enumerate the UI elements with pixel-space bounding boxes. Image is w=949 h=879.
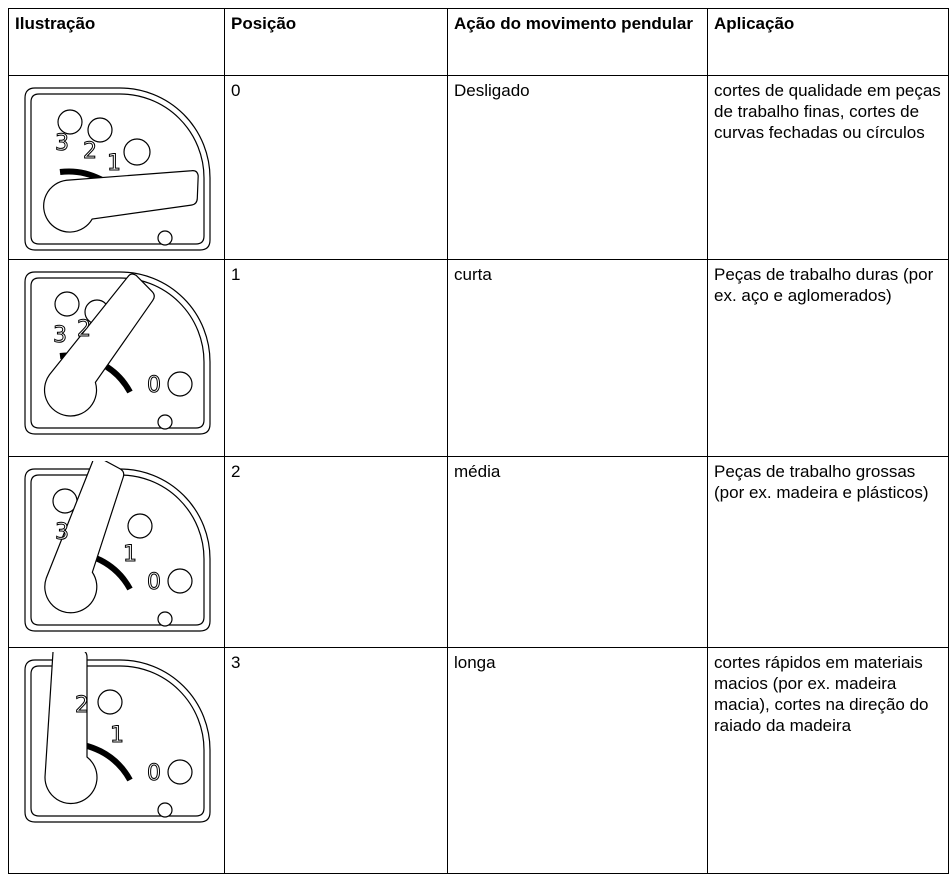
dial-hole: [167, 371, 193, 397]
dial-label: 2: [83, 139, 97, 164]
dial-outline: [24, 271, 211, 435]
dial-body: [24, 659, 211, 823]
position-cell: 3: [224, 647, 448, 874]
dial-label: 3: [55, 520, 69, 545]
dial-hole: [157, 230, 173, 246]
dial-outline: [24, 87, 211, 251]
dial-hole: [127, 513, 153, 539]
dial-lever: [44, 652, 98, 805]
dial-label: 0: [147, 373, 161, 398]
header-cell: Ação do movimento pendular: [447, 8, 708, 76]
dial-label: 1: [110, 723, 124, 748]
dial-hole: [157, 802, 173, 818]
lever-shape: [44, 461, 125, 614]
dial-hole: [167, 759, 193, 785]
application-cell: cortes de qualidade em peças de trabalho…: [707, 75, 949, 260]
dial-illustration: 3 10: [24, 461, 211, 632]
application-cell: cortes rápidos em materiais macios (por …: [707, 647, 949, 874]
table-row: 3 1 0 2 média Peças de trabalho grossas (por …: [8, 456, 949, 648]
position-cell: 1: [224, 259, 448, 457]
table-row: 2 1 0 3 longa cortes rápidos em materiais mac…: [8, 647, 949, 874]
dial-outline: [24, 659, 211, 823]
application-cell: Peças de trabalho grossas (por ex. madei…: [707, 456, 949, 648]
dial-hole: [157, 414, 173, 430]
action-cell: longa: [447, 647, 708, 874]
action-cell: média: [447, 456, 708, 648]
dial-inner-outline: [30, 277, 205, 429]
header-cell: Aplicação: [707, 8, 949, 76]
header-cell: Ilustração: [8, 8, 225, 76]
dial-lever: [43, 273, 155, 417]
application-cell: Peças de trabalho duras (por ex. aço e a…: [707, 259, 949, 457]
dial-inner-outline: [30, 474, 205, 626]
dial-label: 2: [75, 693, 89, 718]
dial-label: 1: [107, 151, 121, 176]
header-row: Ilustração Posição Ação do movimento pen…: [8, 8, 949, 76]
action-cell: curta: [447, 259, 708, 457]
dial-label: 2: [77, 317, 91, 342]
dial-hole: [97, 689, 123, 715]
dial-body: [24, 271, 211, 435]
dial-label: 0: [147, 570, 161, 595]
dial-label: 1: [123, 542, 137, 567]
dial-hole: [123, 138, 151, 166]
table-row: 3 2 1 0 Desligado cortes de qualidade em peça…: [8, 75, 949, 260]
lever-shape: [43, 273, 155, 417]
dial-label: 0: [147, 761, 161, 786]
header-cell: Posição: [224, 8, 448, 76]
position-table: Ilustração Posição Ação do movimento pen…: [8, 8, 949, 874]
dial-illustration: 210: [24, 652, 211, 823]
dial-hole: [87, 117, 113, 143]
position-cell: 0: [224, 75, 448, 260]
action-cell: Desligado: [447, 75, 708, 260]
dial-inner-outline: [30, 93, 205, 245]
dial-hole: [57, 109, 83, 135]
dial-hole: [167, 568, 193, 594]
table-row: 3 2 0 1 curta Peças de trabalho duras (por ex…: [8, 259, 949, 457]
dial-lever: [43, 170, 199, 233]
dial-hole: [157, 611, 173, 627]
dial-hole: [54, 291, 80, 317]
dial-outline: [24, 468, 211, 632]
lever-shape: [44, 652, 98, 805]
dial-inner-outline: [30, 665, 205, 817]
dial-label: 3: [53, 323, 67, 348]
position-cell: 2: [224, 456, 448, 648]
dial-label: 3: [55, 131, 69, 156]
lever-shape: [43, 170, 199, 233]
dial-illustration: 3 2 0: [24, 271, 211, 435]
dial-lever: [44, 461, 125, 614]
